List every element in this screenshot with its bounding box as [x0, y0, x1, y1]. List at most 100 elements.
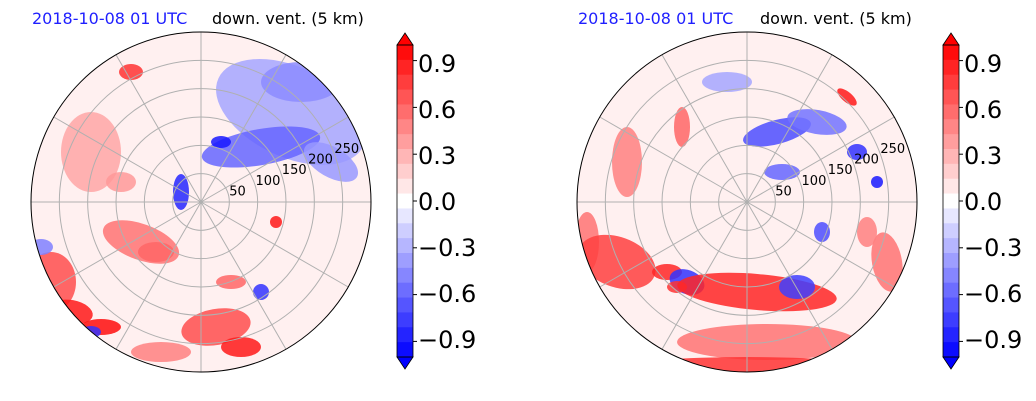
colorbar-segment — [943, 327, 959, 343]
positive-region — [578, 234, 656, 290]
colorbar-segment — [397, 267, 413, 284]
colorbar-segment — [397, 342, 413, 358]
colorbar-left — [396, 32, 417, 370]
negative-region — [261, 62, 341, 102]
grid-spoke — [746, 116, 895, 203]
field-right — [577, 32, 917, 372]
positive-region — [181, 308, 251, 346]
colorbar-segment — [943, 59, 959, 76]
radial-tick-label: 100 — [802, 174, 827, 189]
colorbar-segment — [943, 134, 959, 150]
grid-spoke — [661, 201, 748, 350]
cb-tick-label: −0.9 — [964, 326, 1023, 354]
colorbar-segment — [943, 312, 959, 328]
cb-tick-label: −0.3 — [418, 234, 477, 262]
radial-tick-label: 250 — [334, 142, 359, 157]
grid-spoke — [746, 201, 895, 288]
colorbar-extend-min — [942, 356, 960, 370]
colorbar-segment — [397, 149, 413, 165]
colorbar-segment — [943, 178, 959, 195]
colorbar-segment — [397, 163, 413, 180]
positive-region — [612, 127, 642, 197]
field-title-left: down. vent. (5 km) — [212, 9, 364, 28]
cb-tick-label: 0.9 — [418, 50, 457, 78]
colorbar-right — [942, 32, 963, 370]
date-title-right: 2018-10-08 01 UTC — [578, 9, 734, 28]
negative-region — [211, 136, 231, 148]
positive-region — [871, 232, 903, 292]
radial-tick-label: 150 — [282, 163, 307, 178]
positive-region — [299, 346, 323, 358]
positive-region — [221, 337, 261, 357]
field-title-right: down. vent. (5 km) — [760, 9, 912, 28]
grid-spoke — [200, 116, 349, 203]
cb-tick-label: 0.9 — [964, 50, 1003, 78]
grid-spoke — [599, 116, 748, 203]
colorbar-extend-max — [396, 32, 414, 46]
colorbar-segment — [397, 208, 413, 224]
colorbar-extend-min — [396, 356, 414, 370]
positive-region — [270, 216, 282, 228]
grid-spoke — [200, 201, 349, 288]
negative-region — [173, 174, 189, 210]
date-title-left: 2018-10-08 01 UTC — [32, 9, 188, 28]
colorbar-segment — [397, 238, 413, 254]
negative-region — [779, 275, 815, 299]
cb-tick-label: 0.3 — [964, 142, 1003, 170]
grid-spoke — [53, 201, 202, 288]
positive-region — [857, 217, 877, 247]
cb-tick-label: −0.9 — [418, 326, 477, 354]
negative-region — [702, 72, 752, 92]
cb-tick-label: −0.6 — [418, 280, 477, 308]
colorbar-segment — [943, 223, 959, 239]
grid-spoke — [115, 54, 202, 203]
polar-grid-right — [576, 31, 918, 373]
colorbar-segment — [943, 193, 959, 209]
colorbar-segment — [943, 282, 959, 299]
grid-spoke — [599, 201, 748, 288]
positive-region — [106, 172, 136, 192]
radial-tick-label: 50 — [775, 184, 792, 199]
colorbar-segment — [943, 267, 959, 284]
radial-tick-label: 200 — [854, 153, 879, 168]
colorbar-segment — [943, 297, 959, 313]
colorbar-segment — [943, 342, 959, 358]
colorbar-segment — [397, 104, 413, 120]
plot-border — [576, 31, 918, 373]
colorbar-segment — [943, 163, 959, 180]
cb-tick-label: −0.6 — [964, 280, 1023, 308]
colorbar-segment — [943, 253, 959, 269]
negative-region — [787, 109, 847, 135]
colorbar-segment — [397, 223, 413, 239]
positive-region — [138, 242, 174, 262]
radial-tick-label: 50 — [229, 184, 246, 199]
polar-grid-left — [30, 31, 372, 373]
negative-region — [814, 222, 830, 242]
positive-region — [674, 107, 690, 147]
colorbar-segment — [943, 238, 959, 254]
colorbar-segment — [397, 89, 413, 105]
radial-tick-label: 150 — [828, 163, 853, 178]
negative-region — [871, 176, 883, 188]
radial-tick-label: 200 — [308, 153, 333, 168]
colorbar-segment — [943, 89, 959, 105]
colorbar-segment — [397, 282, 413, 299]
colorbar-segment — [397, 134, 413, 150]
colorbar-segment — [397, 45, 413, 61]
negative-region — [31, 239, 53, 255]
colorbar-extend-max — [942, 32, 960, 46]
grid-spoke — [746, 54, 833, 203]
colorbar-segment — [397, 312, 413, 328]
cb-tick-label: 0.3 — [418, 142, 457, 170]
colorbar-segment — [943, 208, 959, 224]
colorbar-segment — [397, 59, 413, 76]
colorbar-segment — [397, 119, 413, 135]
colorbar-segment — [943, 104, 959, 120]
colorbar-segment — [397, 193, 413, 209]
radial-tick-label: 100 — [256, 174, 281, 189]
